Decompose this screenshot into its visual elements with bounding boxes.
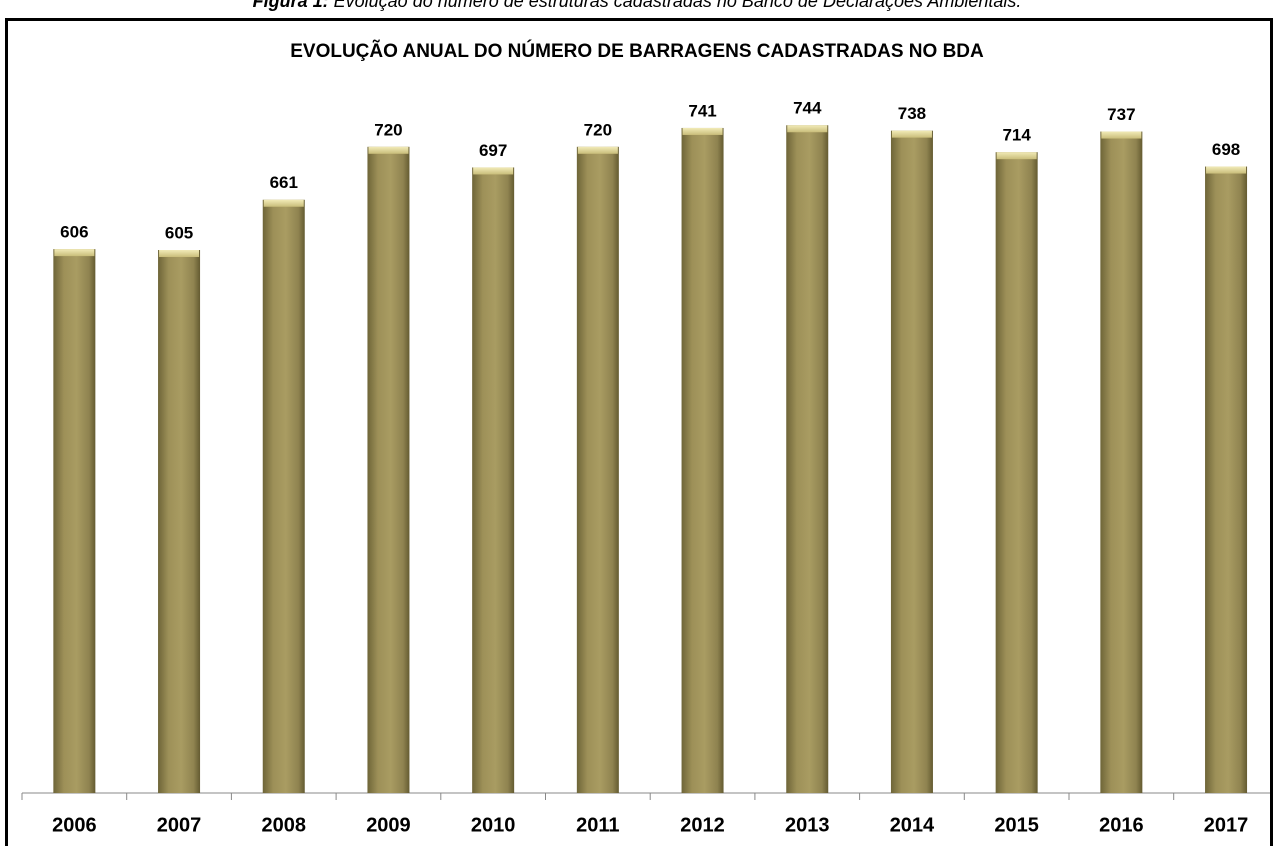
value-label: 738	[898, 104, 926, 123]
value-label: 720	[584, 120, 612, 139]
value-label: 661	[270, 173, 298, 192]
caption-label: Figura 1:	[253, 0, 329, 11]
bar	[472, 167, 515, 793]
value-label: 714	[1002, 126, 1031, 145]
value-label: 697	[479, 141, 507, 160]
bar-cap	[577, 146, 618, 154]
value-label: 744	[793, 99, 822, 118]
bar-cap	[368, 146, 409, 154]
bar-cap	[54, 249, 95, 257]
bar	[262, 199, 305, 793]
bar-cap	[159, 250, 200, 258]
x-tick-label: 2011	[576, 814, 619, 836]
bar	[681, 127, 724, 793]
value-label: 720	[374, 120, 402, 139]
bar-cap	[996, 152, 1037, 160]
bar	[53, 249, 96, 794]
value-label: 606	[60, 223, 88, 242]
x-tick-label: 2009	[366, 814, 411, 836]
caption: Figura 1: Evolução do número de estrutur…	[253, 0, 1022, 11]
bar-cap	[1206, 166, 1247, 174]
chart-border	[5, 18, 1273, 846]
x-tick-label: 2010	[471, 814, 516, 836]
bar-cap	[263, 199, 304, 207]
x-tick-label: 2013	[785, 814, 830, 836]
caption-text: Evolução do número de estruturas cadastr…	[334, 0, 1022, 11]
value-label: 605	[165, 223, 193, 242]
value-label: 698	[1212, 140, 1240, 159]
value-label: 741	[688, 101, 716, 120]
x-tick-label: 2008	[262, 814, 307, 836]
x-tick-label: 2007	[157, 814, 202, 836]
bar	[576, 146, 619, 794]
bar	[1100, 131, 1143, 794]
x-tick-label: 2017	[1204, 814, 1249, 836]
bar	[367, 146, 410, 794]
chart-title: EVOLUÇÃO ANUAL DO NÚMERO DE BARRAGENS CA…	[290, 40, 984, 62]
bar	[158, 250, 201, 793]
bar-cap	[473, 167, 514, 175]
x-tick-label: 2016	[1099, 814, 1144, 836]
bar	[890, 130, 933, 793]
x-tick-label: 2014	[890, 814, 935, 836]
x-tick-label: 2012	[680, 814, 725, 836]
bar-cap	[682, 127, 723, 135]
bar	[995, 152, 1038, 793]
bar-cap	[787, 125, 828, 133]
x-tick-label: 2006	[52, 814, 97, 836]
bar	[786, 125, 829, 793]
bar-cap	[891, 130, 932, 138]
value-label: 737	[1107, 105, 1135, 124]
bar	[1205, 166, 1248, 794]
x-tick-label: 2015	[994, 814, 1039, 836]
bar-cap	[1101, 131, 1142, 139]
